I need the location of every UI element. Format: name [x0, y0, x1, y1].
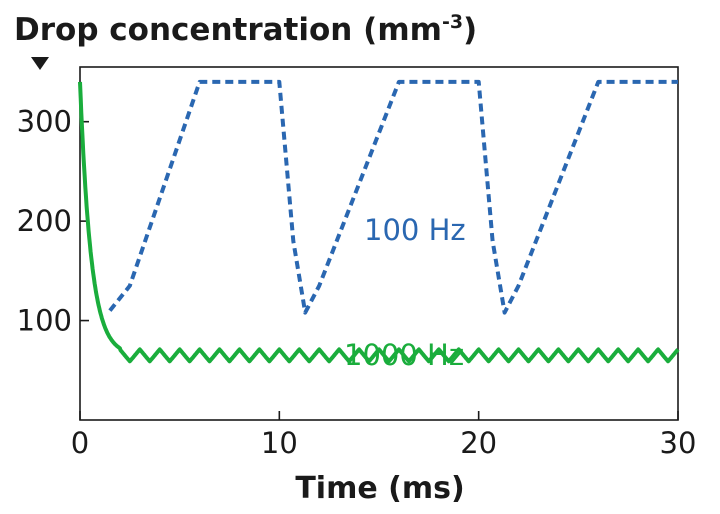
chart-title-unit-close: ): [463, 12, 477, 48]
series-label-100hz: 100 Hz: [364, 213, 466, 247]
x-axis-label: Time (ms): [295, 471, 464, 506]
chart-title-unit: (mm: [363, 12, 442, 48]
series-layer: [78, 79, 680, 364]
y-tick-label: 100: [17, 304, 72, 338]
y-axis-arrow-icon: [31, 57, 49, 70]
chart-title: Drop concentration (mm-3): [14, 11, 477, 48]
plot-frame: [79, 66, 679, 421]
series-label-1000hz: 1000 Hz: [344, 338, 464, 372]
axis-ticks: 0 10 20 30 100 200 300: [17, 105, 697, 460]
x-tick-label: 20: [460, 426, 497, 460]
series-line-100hz: [108, 79, 678, 315]
chart-title-text: Drop concentration: [14, 12, 352, 48]
x-tick-label: 30: [660, 426, 697, 460]
y-tick-label: 300: [17, 105, 72, 139]
series-line-1000hz: [78, 81, 680, 364]
chart-title-unit-exponent: -3: [442, 11, 463, 33]
x-tick-label: 10: [261, 426, 298, 460]
x-tick-label: 0: [71, 426, 89, 460]
y-tick-label: 200: [17, 204, 72, 238]
